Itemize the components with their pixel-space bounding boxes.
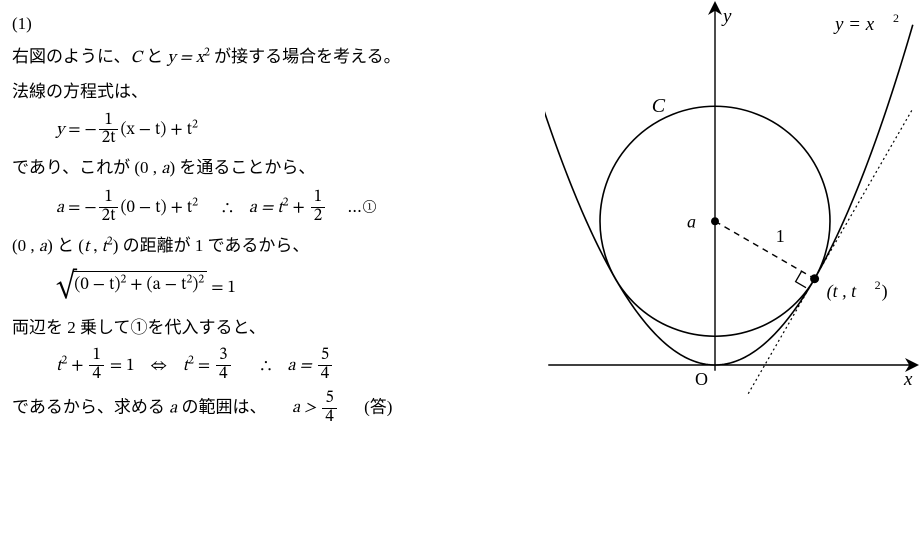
paragraph-5: 両辺を 2 乗して①を代入すると、 [12, 314, 542, 341]
text: ) を通ることから、 [169, 158, 315, 177]
paragraph-4: (0 , a) と (t , t2) の距離が 1 であるから、 [12, 232, 542, 261]
paragraph-1: 右図のように、C と y = x2 が接する場合を考える。 [12, 43, 542, 72]
figure: a 1 y x O Cy = x 2 (t , t 2) [545, 0, 920, 395]
equation-3: √(0 − t)2 + (a − t2)2 = 1 [12, 267, 542, 308]
text: 右図のように、 [12, 47, 131, 66]
answer-label: (答) [364, 397, 392, 416]
svg-text:x: x [903, 369, 913, 390]
svg-text:a: a [687, 211, 696, 231]
equation-1: y = −12t(x − t) + t2 [12, 112, 542, 149]
sym-t: t , t2 [84, 239, 113, 256]
paragraph-6: であるから、求める a の範囲は、 a > 54 (答) [12, 390, 542, 427]
equation-2: a = −12t(0 − t) + t2 ∴ a = t2 + 12 …① [12, 189, 542, 226]
svg-text:O: O [695, 369, 708, 389]
sym-a: a [39, 239, 47, 256]
text: ) と ( [47, 236, 84, 255]
svg-text:2: 2 [875, 278, 881, 292]
svg-text:2: 2 [893, 11, 899, 25]
svg-text:y = x: y = x [833, 14, 875, 35]
sym-yex2: y = x2 [167, 50, 209, 67]
text: と [142, 47, 168, 66]
problem-number: (1) [12, 10, 542, 37]
text: の範囲は、 [177, 397, 266, 416]
svg-text:(t , t: (t , t [827, 281, 857, 302]
svg-text:): ) [882, 281, 888, 302]
paragraph-3: であり、これが (0 , a) を通ることから、 [12, 154, 542, 183]
svg-text:y: y [721, 6, 732, 27]
text: が接する場合を考える。 [210, 47, 401, 66]
svg-text:1: 1 [776, 226, 785, 246]
text: であり、これが (0 , [12, 158, 161, 177]
paragraph-2: 法線の方程式は、 [12, 78, 542, 105]
text: (0 , [12, 236, 39, 255]
sym-C: C [131, 50, 142, 67]
text: ) の距離が 1 であるから、 [113, 236, 310, 255]
text: であるから、求める [12, 397, 169, 416]
svg-text:C: C [652, 95, 666, 117]
equation-4: t2 + 14 = 1 ⇔ t2 = 34 ∴ a = 54 [12, 347, 542, 384]
